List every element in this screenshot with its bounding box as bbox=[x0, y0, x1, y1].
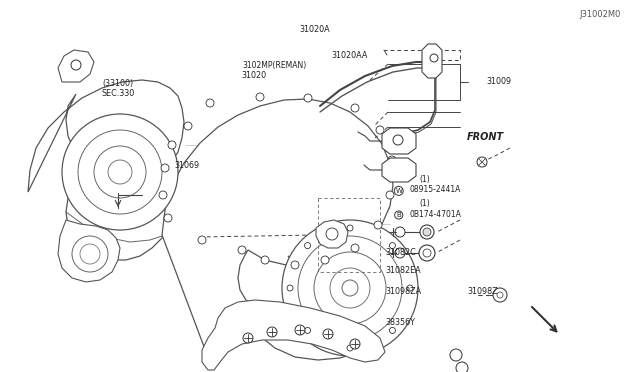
Circle shape bbox=[321, 256, 329, 264]
Text: 38356Y: 38356Y bbox=[386, 318, 416, 327]
Polygon shape bbox=[162, 99, 393, 368]
Circle shape bbox=[347, 345, 353, 351]
Circle shape bbox=[420, 225, 434, 239]
Circle shape bbox=[261, 256, 269, 264]
Circle shape bbox=[267, 327, 277, 337]
Circle shape bbox=[256, 93, 264, 101]
Text: 31009: 31009 bbox=[486, 77, 511, 86]
Circle shape bbox=[351, 244, 359, 252]
Circle shape bbox=[423, 249, 431, 257]
Text: 31020: 31020 bbox=[242, 71, 267, 80]
Circle shape bbox=[450, 349, 462, 361]
Circle shape bbox=[330, 268, 370, 308]
Circle shape bbox=[326, 228, 338, 240]
Circle shape bbox=[389, 243, 396, 248]
Circle shape bbox=[314, 252, 386, 324]
Circle shape bbox=[168, 141, 176, 149]
Circle shape bbox=[395, 227, 405, 237]
Circle shape bbox=[282, 220, 418, 356]
Circle shape bbox=[80, 244, 100, 264]
Circle shape bbox=[493, 288, 507, 302]
Circle shape bbox=[159, 191, 167, 199]
Circle shape bbox=[291, 261, 299, 269]
Circle shape bbox=[243, 333, 253, 343]
Polygon shape bbox=[202, 300, 385, 370]
Circle shape bbox=[389, 327, 396, 333]
Text: (33100): (33100) bbox=[103, 79, 134, 88]
Text: 08915-2441A: 08915-2441A bbox=[410, 185, 461, 194]
Text: B: B bbox=[396, 212, 401, 218]
Text: 31082C: 31082C bbox=[386, 248, 417, 257]
Circle shape bbox=[395, 248, 405, 258]
Text: (1): (1) bbox=[419, 175, 430, 184]
Text: 31098Z: 31098Z bbox=[467, 287, 498, 296]
Circle shape bbox=[108, 160, 132, 184]
Text: 31020A: 31020A bbox=[300, 25, 330, 33]
Circle shape bbox=[238, 246, 246, 254]
Polygon shape bbox=[58, 50, 94, 82]
Polygon shape bbox=[28, 80, 184, 260]
Circle shape bbox=[164, 214, 172, 222]
Text: (1): (1) bbox=[419, 199, 430, 208]
Circle shape bbox=[477, 157, 487, 167]
Circle shape bbox=[376, 126, 384, 134]
Circle shape bbox=[298, 236, 402, 340]
Circle shape bbox=[497, 292, 503, 298]
Polygon shape bbox=[382, 128, 416, 154]
Circle shape bbox=[386, 191, 394, 199]
Circle shape bbox=[72, 236, 108, 272]
Circle shape bbox=[423, 228, 431, 236]
Text: 31082EA: 31082EA bbox=[386, 266, 422, 275]
Text: FRONT: FRONT bbox=[467, 132, 504, 142]
Text: 31098ZA: 31098ZA bbox=[386, 287, 422, 296]
Circle shape bbox=[388, 156, 396, 164]
Circle shape bbox=[374, 221, 382, 229]
Circle shape bbox=[71, 60, 81, 70]
Text: SEC.330: SEC.330 bbox=[102, 89, 135, 97]
Polygon shape bbox=[58, 220, 120, 282]
Circle shape bbox=[287, 285, 293, 291]
Polygon shape bbox=[382, 158, 416, 182]
Circle shape bbox=[305, 327, 310, 333]
Text: W: W bbox=[396, 188, 402, 194]
Circle shape bbox=[350, 339, 360, 349]
Circle shape bbox=[304, 94, 312, 102]
Text: 31069: 31069 bbox=[175, 161, 200, 170]
Circle shape bbox=[295, 325, 305, 335]
Circle shape bbox=[407, 285, 413, 291]
Circle shape bbox=[94, 146, 146, 198]
Circle shape bbox=[161, 164, 169, 172]
Circle shape bbox=[198, 236, 206, 244]
Circle shape bbox=[78, 130, 162, 214]
Circle shape bbox=[305, 243, 310, 248]
Circle shape bbox=[430, 54, 438, 62]
Text: 0B174-4701A: 0B174-4701A bbox=[410, 210, 461, 219]
Circle shape bbox=[347, 225, 353, 231]
Circle shape bbox=[351, 104, 359, 112]
Circle shape bbox=[206, 99, 214, 107]
Text: 31020AA: 31020AA bbox=[332, 51, 368, 60]
Circle shape bbox=[342, 280, 358, 296]
Text: 3102MP(REMAN): 3102MP(REMAN) bbox=[242, 61, 306, 70]
Polygon shape bbox=[422, 44, 442, 78]
Circle shape bbox=[393, 135, 403, 145]
Circle shape bbox=[323, 329, 333, 339]
Circle shape bbox=[62, 114, 178, 230]
Polygon shape bbox=[316, 220, 348, 248]
Circle shape bbox=[456, 362, 468, 372]
Circle shape bbox=[184, 122, 192, 130]
Text: J31002M0: J31002M0 bbox=[579, 10, 621, 19]
Circle shape bbox=[419, 245, 435, 261]
